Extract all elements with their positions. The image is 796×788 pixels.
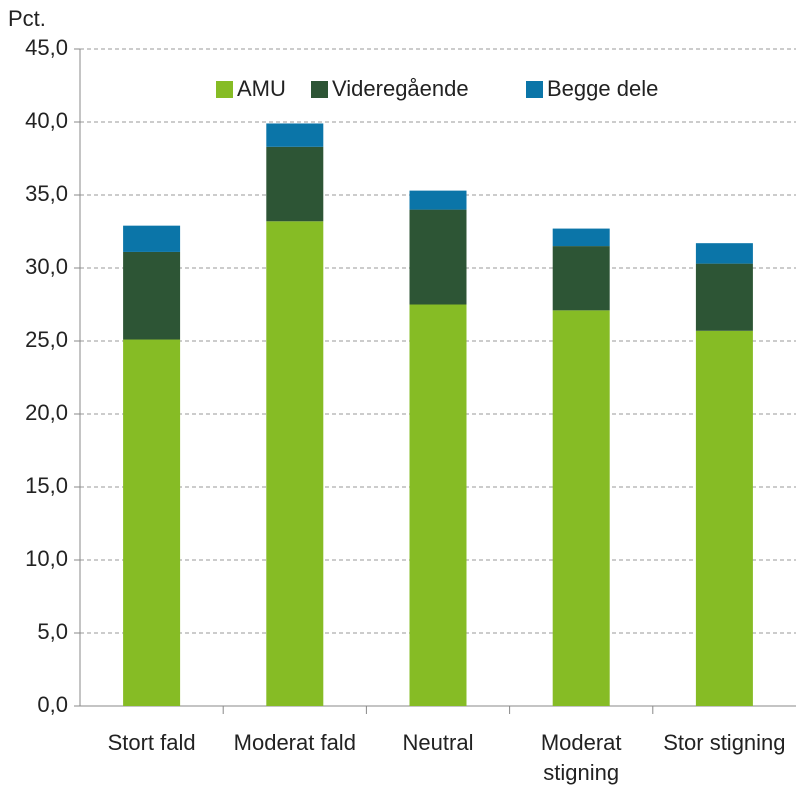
legend-swatch	[216, 81, 233, 98]
y-tick-label: 10,0	[25, 546, 68, 571]
legend-label: AMU	[237, 76, 286, 101]
y-unit-label: Pct.	[8, 6, 46, 31]
bar-segment	[409, 304, 467, 706]
bar-segment	[409, 190, 467, 210]
bar-segment	[695, 243, 753, 264]
bar-segment	[695, 263, 753, 331]
bar-segment	[695, 330, 753, 706]
bar-segment	[409, 209, 467, 305]
bar-segment	[552, 246, 610, 311]
bar-segment	[266, 221, 324, 706]
x-tick-label: Neutral	[402, 730, 474, 755]
bar-segment	[552, 228, 610, 247]
bar-segment	[123, 225, 181, 252]
y-tick-label: 5,0	[37, 619, 68, 644]
legend-swatch	[526, 81, 543, 98]
legend-label: Begge dele	[547, 76, 658, 101]
bar-segment	[266, 123, 324, 147]
y-tick-label: 0,0	[37, 692, 68, 717]
bar-segment	[552, 310, 610, 706]
bar-segment	[266, 146, 324, 222]
legend-swatch	[311, 81, 328, 98]
x-tick-label: Moderat stigning	[540, 730, 622, 785]
legend-label: Videregående	[332, 76, 469, 101]
y-tick-label: 15,0	[25, 473, 68, 498]
x-tick-label: Stort fald	[107, 730, 196, 755]
bar-segment	[123, 339, 181, 706]
y-tick-label: 45,0	[25, 35, 68, 60]
y-tick-label: 35,0	[25, 181, 68, 206]
y-tick-label: 25,0	[25, 327, 68, 352]
bar-segment	[123, 251, 181, 340]
y-tick-label: 40,0	[25, 108, 68, 133]
x-tick-label: Moderat fald	[233, 730, 356, 755]
y-tick-label: 30,0	[25, 254, 68, 279]
x-tick-label: Stor stigning	[663, 730, 786, 755]
y-tick-label: 20,0	[25, 400, 68, 425]
